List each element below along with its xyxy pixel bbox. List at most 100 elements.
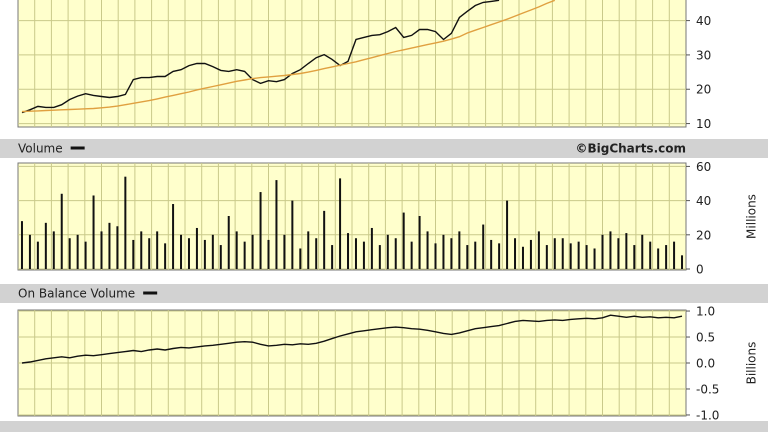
volume-bar [466,245,469,269]
volume-bar [370,227,373,269]
volume-bar [649,241,652,269]
series-group [21,0,556,114]
volume-bar [394,238,397,269]
volume-bar [521,246,524,269]
y-tick-label: 60 [696,160,711,174]
y-tick-label: 0.0 [696,357,715,371]
volume-bar [347,233,350,269]
volume-bar [100,231,103,269]
obv-header [0,284,768,303]
volume-bar [315,238,318,269]
volume-bar [665,245,668,269]
volume-bar [673,241,676,269]
volume-bar [537,231,540,269]
volume-bar [140,231,143,269]
y-tick-label: 1.0 [696,305,715,319]
volume-bar [339,178,342,269]
volume-bar [195,227,198,269]
volume-header [0,139,768,158]
volume-bar [267,239,270,269]
volume-bar [529,239,532,269]
volume-bar [482,224,485,269]
volume-bar [657,248,660,269]
volume-bar [601,234,604,269]
volume-bar [275,180,278,269]
volume-bar [553,238,556,269]
series-line [21,0,556,113]
volume-bar [490,239,493,269]
volume-bar [219,245,222,269]
series-line [21,314,683,364]
y-tick-label: -1.0 [696,408,719,422]
volume-bar [28,234,31,269]
y-tick-label: 20 [696,228,711,242]
volume-bar [593,248,596,269]
volume-bar [506,200,509,269]
volume-bar [84,241,87,269]
y-tick-label: 20 [696,83,711,97]
volume-bar [20,221,23,269]
y-axis-label: Millions [745,194,759,239]
volume-bar [283,234,286,269]
volume-bar [498,243,501,269]
volume-bar [323,210,326,269]
volume-bar [148,238,151,269]
volume-bar [354,238,357,269]
volume-bar [116,226,119,269]
footer-bar [0,421,768,432]
volume-bar [299,248,302,269]
volume-bar [52,231,55,269]
volume-bar [585,245,588,269]
volume-bar [235,231,238,269]
legend-swatch [143,291,158,295]
volume-bar [681,255,684,269]
volume-bar [243,241,246,269]
volume-bar [641,234,644,269]
volume-bar [378,245,381,269]
volume-bar [36,241,39,269]
volume-bar [561,238,564,269]
y-tick-label: 40 [696,14,711,28]
y-tick-label: 40 [696,194,711,208]
volume-bar [211,234,214,269]
volume-bar [180,234,183,269]
volume-bar [434,243,437,269]
volume-bar [156,231,159,269]
panel-title: On Balance Volume [18,287,135,301]
volume-bar [92,195,95,269]
volume-bar [44,222,47,269]
volume-bar [545,245,548,269]
volume-bar [132,239,135,269]
volume-bar [172,204,175,269]
volume-bar [251,234,254,269]
y-tick-label: 10 [696,117,711,131]
volume-bar [291,200,294,269]
volume-bar [307,231,310,269]
volume-bar [458,231,461,269]
volume-bar [124,176,127,269]
volume-bar [227,216,230,269]
series-group [20,176,684,269]
volume-bar [633,245,636,269]
series-group [21,314,683,364]
volume-bar [577,241,580,269]
series-line [21,0,500,114]
watermark: ©BigCharts.com [575,142,686,156]
volume-bar [514,238,517,269]
volume-bar [164,243,167,269]
y-tick-label: 0.5 [696,331,715,345]
volume-bar [68,238,71,269]
volume-bar [474,241,477,269]
volume-bar [609,231,612,269]
volume-bar [450,238,453,269]
y-axis-label: Billions [745,342,759,385]
volume-bar [410,241,413,269]
volume-bar [426,231,429,269]
y-tick-label: 30 [696,48,711,62]
volume-bar [418,216,421,269]
y-tick-label: 0 [696,263,704,277]
volume-bar [442,234,445,269]
volume-bar [617,238,620,269]
volume-bar [187,238,190,269]
